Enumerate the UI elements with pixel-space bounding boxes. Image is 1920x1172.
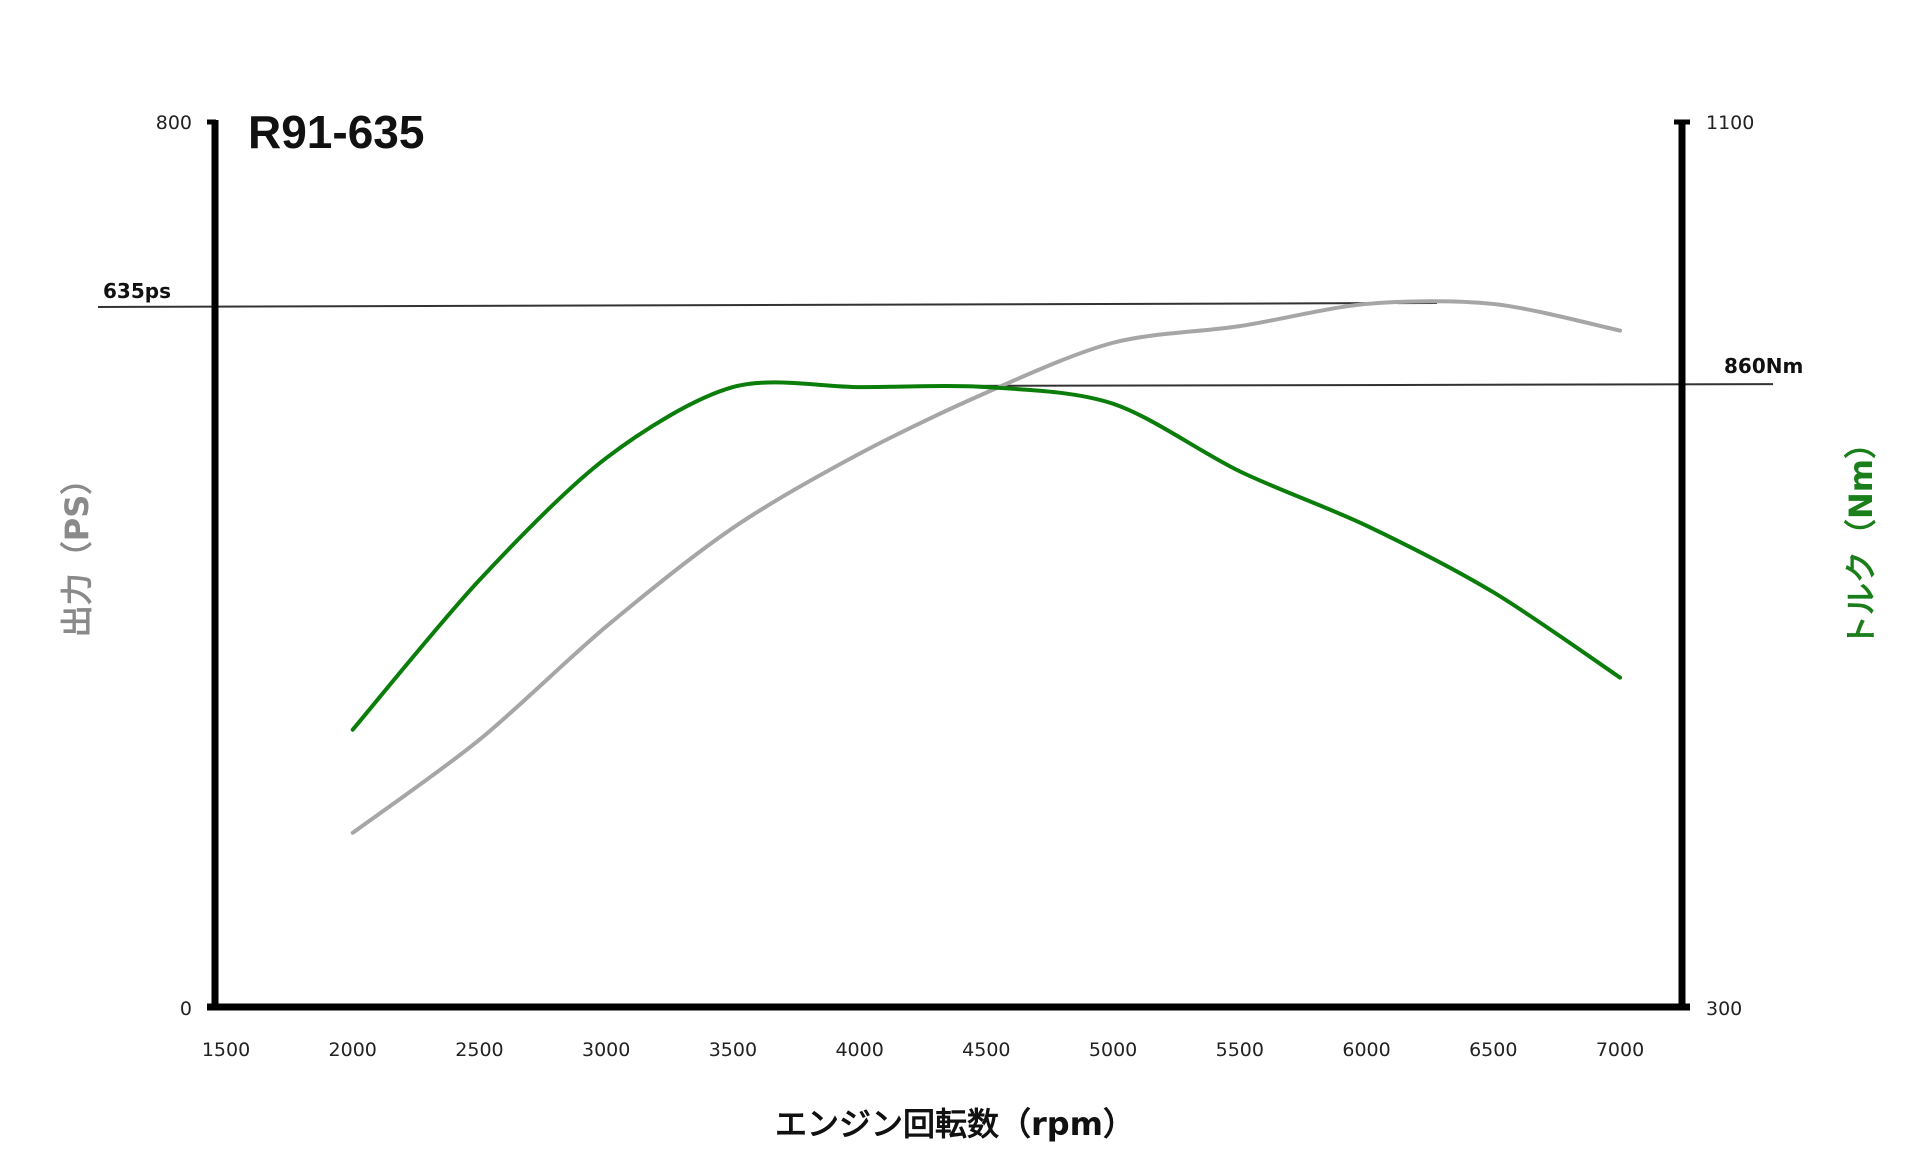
y-left-tick-min: 0 — [180, 998, 192, 1020]
reference-line-label: 635ps — [103, 279, 171, 303]
power-curve — [350, 299, 1622, 835]
torque-curve — [350, 380, 1622, 732]
reference-line — [97, 301, 1438, 308]
x-tick-label: 5000 — [1089, 1039, 1137, 1061]
x-tick-label: 2000 — [329, 1039, 377, 1061]
reference-line-label: 860Nm — [1724, 354, 1803, 378]
x-tick-labels: 1500 2000 2500 3000 3500 4000 4500 5000 5500 6000… — [202, 1039, 1644, 1061]
x-tick-label: 6500 — [1469, 1039, 1517, 1061]
y-left-tick-max: 800 — [156, 112, 192, 134]
reference-lines: 635ps 860Nm — [97, 279, 1803, 388]
series-lines — [350, 299, 1622, 835]
axes — [207, 119, 1690, 1011]
x-tick-label: 4000 — [835, 1039, 883, 1061]
x-tick-label: 7000 — [1596, 1039, 1644, 1061]
x-tick-label: 3000 — [582, 1039, 630, 1061]
x-tick-label: 3500 — [709, 1039, 757, 1061]
x-axis-label: エンジン回転数（rpm） — [775, 1105, 1135, 1143]
y-axis-left-label: 出力（PS） — [58, 463, 96, 638]
x-tick-label: 1500 — [202, 1039, 250, 1061]
x-tick-label: 6000 — [1342, 1039, 1390, 1061]
y-right-tick-max: 1100 — [1706, 112, 1754, 134]
y-axis-right-label: トルク（Nm） — [1842, 427, 1880, 647]
x-tick-label: 2500 — [455, 1039, 503, 1061]
reference-line — [886, 383, 1774, 388]
x-tick-label: 5500 — [1216, 1039, 1264, 1061]
x-tick-label: 4500 — [962, 1039, 1010, 1061]
y-right-tick-min: 300 — [1706, 998, 1742, 1020]
chart-title: R91-635 — [248, 106, 424, 158]
